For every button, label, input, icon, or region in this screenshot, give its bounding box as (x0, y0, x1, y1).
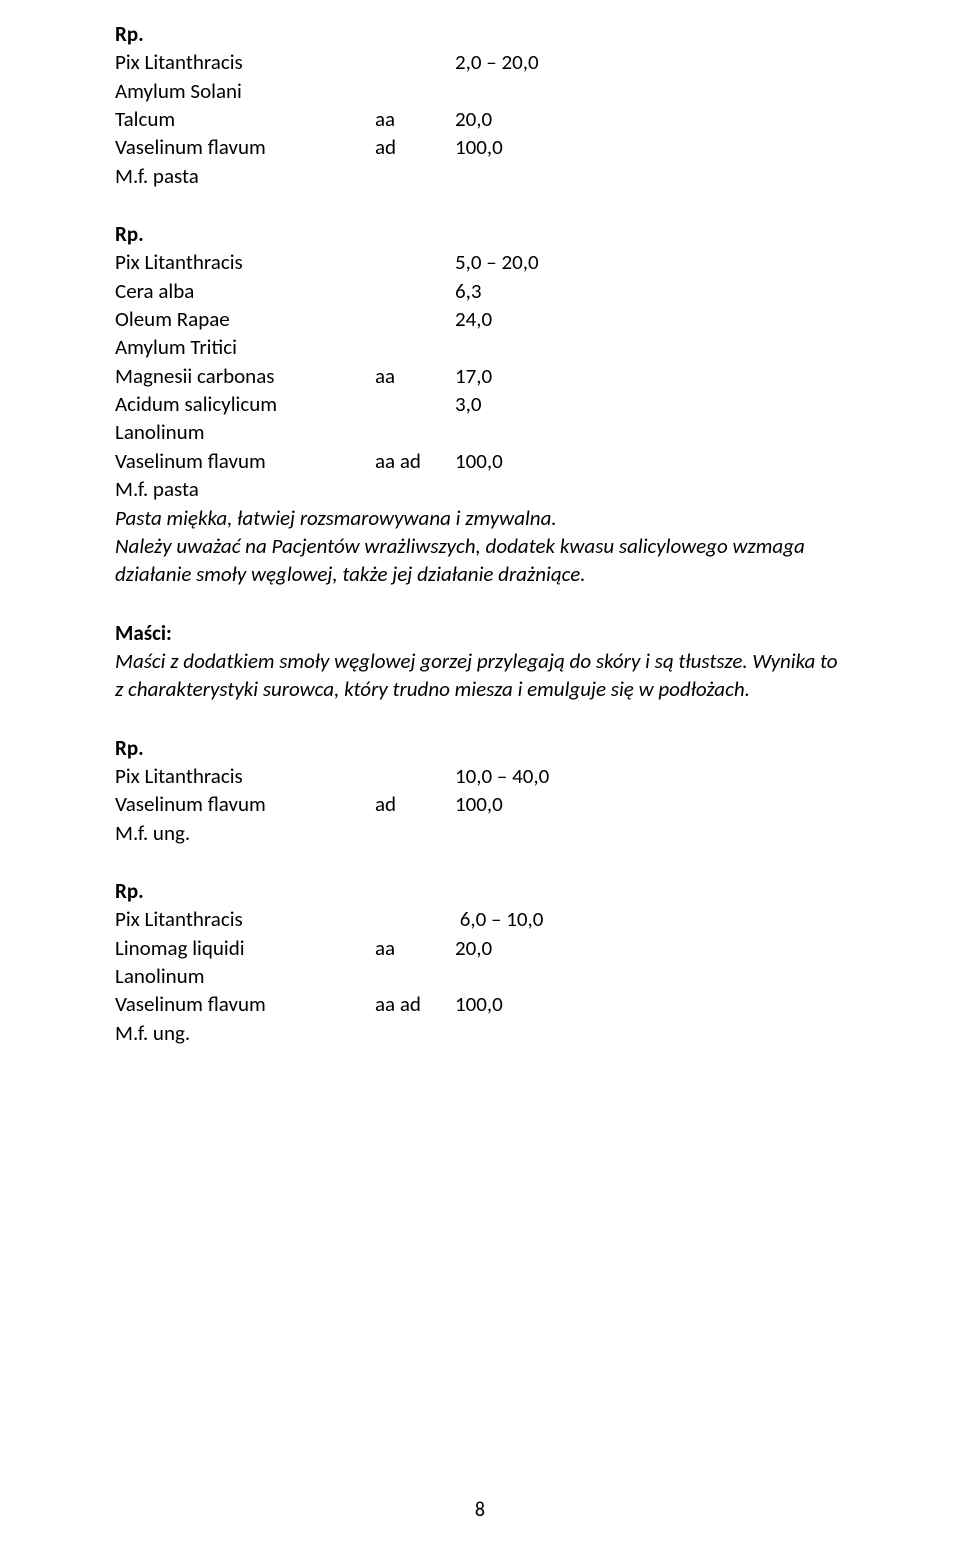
ingredient-mid (375, 905, 455, 933)
rx-footer: M.f. ung. (115, 1019, 845, 1047)
ingredient-name: Pix Litanthracis (115, 48, 375, 76)
rx-footer: M.f. pasta (115, 475, 845, 503)
ingredient-name: Vaselinum flavum (115, 790, 375, 818)
rx-line: Lanolinum (115, 962, 845, 990)
ingredient-name: Pix Litanthracis (115, 762, 375, 790)
ingredient-value: 17,0 (455, 362, 845, 390)
ingredient-name: Lanolinum (115, 418, 375, 446)
rx-line: Pix Litanthracis 6,0 – 10,0 (115, 905, 845, 933)
ingredient-mid (375, 248, 455, 276)
ingredient-value (455, 77, 845, 105)
ingredient-value: 20,0 (455, 934, 845, 962)
ingredient-value: 6,0 – 10,0 (455, 905, 845, 933)
ingredient-value: 100,0 (455, 990, 845, 1018)
rx-header: Rp. (115, 877, 845, 905)
page-number: 8 (0, 1497, 960, 1524)
ingredient-value (455, 333, 845, 361)
ingredient-mid: aa (375, 362, 455, 390)
rx-line: Amylum Solani (115, 77, 845, 105)
ingredient-name: Magnesii carbonas (115, 362, 375, 390)
ingredient-mid (375, 390, 455, 418)
rx-line: Pix Litanthracis 2,0 – 20,0 (115, 48, 845, 76)
rx-lines: Pix Litanthracis 10,0 – 40,0 Vaselinum f… (115, 762, 845, 819)
prescription-block-1: Rp. Pix Litanthracis 2,0 – 20,0 Amylum S… (115, 20, 845, 190)
rx-line: Pix Litanthracis 5,0 – 20,0 (115, 248, 845, 276)
rx-header: Rp. (115, 734, 845, 762)
ingredient-name: Amylum Solani (115, 77, 375, 105)
rx-line: Lanolinum (115, 418, 845, 446)
ingredient-name: Amylum Tritici (115, 333, 375, 361)
ingredient-value: 2,0 – 20,0 (455, 48, 845, 76)
rx-footer: M.f. ung. (115, 819, 845, 847)
prescription-block-4: Rp. Pix Litanthracis 6,0 – 10,0 Linomag … (115, 877, 845, 1047)
rx-line: Oleum Rapae 24,0 (115, 305, 845, 333)
prescription-block-2: Rp. Pix Litanthracis 5,0 – 20,0 Cera alb… (115, 220, 845, 588)
rx-line: Vaselinum flavum ad 100,0 (115, 133, 845, 161)
ingredient-name: Oleum Rapae (115, 305, 375, 333)
ingredient-mid (375, 333, 455, 361)
ingredient-name: Pix Litanthracis (115, 905, 375, 933)
rx-line: Cera alba 6,3 (115, 277, 845, 305)
ingredient-name: Vaselinum flavum (115, 133, 375, 161)
ingredient-mid: ad (375, 790, 455, 818)
ingredient-value: 24,0 (455, 305, 845, 333)
ingredient-mid: aa ad (375, 447, 455, 475)
ingredient-mid (375, 962, 455, 990)
rx-line: Acidum salicylicum 3,0 (115, 390, 845, 418)
ingredient-value: 100,0 (455, 133, 845, 161)
ingredient-value: 3,0 (455, 390, 845, 418)
rx-lines: Pix Litanthracis 2,0 – 20,0 Amylum Solan… (115, 48, 845, 161)
ingredient-value: 100,0 (455, 790, 845, 818)
ingredient-mid: ad (375, 133, 455, 161)
rx-line: Vaselinum flavum aa ad 100,0 (115, 447, 845, 475)
ingredient-name: Talcum (115, 105, 375, 133)
section-title: Maści: (115, 619, 845, 647)
ingredient-name: Acidum salicylicum (115, 390, 375, 418)
section-masci: Maści: Maści z dodatkiem smoły węglowej … (115, 619, 845, 704)
rx-line: Linomag liquidi aa 20,0 (115, 934, 845, 962)
rx-line: Amylum Tritici (115, 333, 845, 361)
ingredient-name: Linomag liquidi (115, 934, 375, 962)
ingredient-mid (375, 277, 455, 305)
rx-line: Pix Litanthracis 10,0 – 40,0 (115, 762, 845, 790)
ingredient-name: Lanolinum (115, 962, 375, 990)
rx-line: Vaselinum flavum ad 100,0 (115, 790, 845, 818)
rx-header: Rp. (115, 220, 845, 248)
ingredient-mid (375, 77, 455, 105)
ingredient-value: 20,0 (455, 105, 845, 133)
ingredient-mid: aa (375, 105, 455, 133)
ingredient-mid (375, 762, 455, 790)
ingredient-mid: aa (375, 934, 455, 962)
ingredient-name: Vaselinum flavum (115, 447, 375, 475)
ingredient-mid (375, 418, 455, 446)
rx-note: Pasta miękka, łatwiej rozsmarowywana i z… (115, 504, 845, 532)
rx-line: Magnesii carbonas aa 17,0 (115, 362, 845, 390)
ingredient-name: Vaselinum flavum (115, 990, 375, 1018)
prescription-block-3: Rp. Pix Litanthracis 10,0 – 40,0 Vaselin… (115, 734, 845, 847)
ingredient-name: Cera alba (115, 277, 375, 305)
rx-lines: Pix Litanthracis 5,0 – 20,0 Cera alba 6,… (115, 248, 845, 475)
ingredient-value (455, 418, 845, 446)
ingredient-name: Pix Litanthracis (115, 248, 375, 276)
rx-note: Należy uważać na Pacjentów wrażliwszych,… (115, 532, 845, 589)
ingredient-value: 6,3 (455, 277, 845, 305)
ingredient-value: 100,0 (455, 447, 845, 475)
rx-line: Vaselinum flavum aa ad 100,0 (115, 990, 845, 1018)
rx-footer: M.f. pasta (115, 162, 845, 190)
section-text: Maści z dodatkiem smoły węglowej gorzej … (115, 647, 845, 704)
ingredient-mid (375, 305, 455, 333)
rx-header: Rp. (115, 20, 845, 48)
rx-line: Talcum aa 20,0 (115, 105, 845, 133)
ingredient-mid (375, 48, 455, 76)
rx-lines: Pix Litanthracis 6,0 – 10,0 Linomag liqu… (115, 905, 845, 1018)
ingredient-value: 10,0 – 40,0 (455, 762, 845, 790)
ingredient-value (455, 962, 845, 990)
ingredient-value: 5,0 – 20,0 (455, 248, 845, 276)
ingredient-mid: aa ad (375, 990, 455, 1018)
